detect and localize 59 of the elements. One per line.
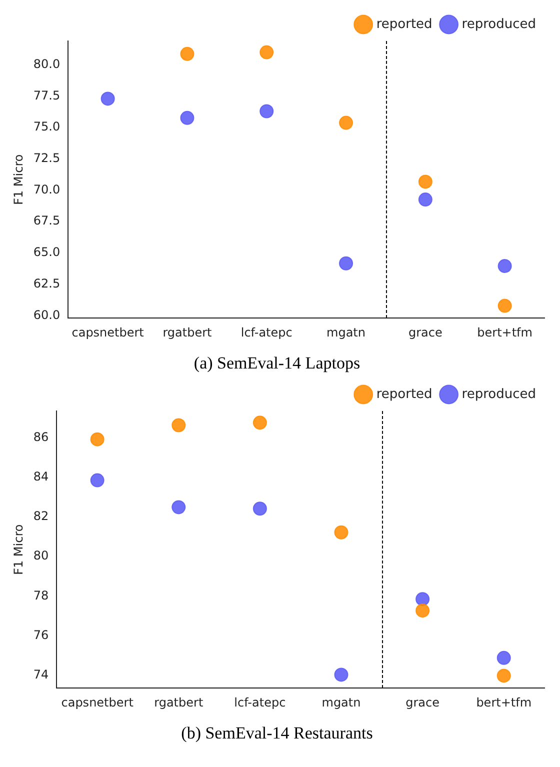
legend-label: reported <box>376 16 432 32</box>
y-axis-title: F1 Micro <box>11 154 26 205</box>
y-tick-label: 65.0 <box>33 245 60 260</box>
point <box>260 104 274 118</box>
legend-label: reported <box>376 386 432 402</box>
y-tick-label: 80 <box>33 548 49 563</box>
y-axis-title: F1 Micro <box>11 524 26 575</box>
point <box>172 418 186 432</box>
y-tick-label: 76 <box>33 628 49 642</box>
x-tick-label: lcf-atepc <box>234 696 286 710</box>
point <box>180 110 194 125</box>
point <box>90 473 104 488</box>
y-tick-label: 70.0 <box>33 182 60 196</box>
point <box>260 45 274 60</box>
y-tick-label: 80.0 <box>33 56 60 71</box>
x-tick-label: grace <box>408 326 442 340</box>
point <box>100 92 115 106</box>
y-tick-label: 84 <box>33 469 49 484</box>
x-tick-label: rgatbert <box>162 326 212 340</box>
y-tick-label: 60.0 <box>33 308 60 322</box>
x-tick-label: mgatn <box>322 696 361 710</box>
point <box>418 192 432 207</box>
legend-label: reproduced <box>462 16 536 32</box>
point <box>496 650 511 665</box>
x-tick-label: bert+tfm <box>476 696 532 710</box>
text: (b) SemEval-14 Restaurants <box>181 723 373 742</box>
point <box>334 668 348 682</box>
point <box>252 502 267 516</box>
x-tick-label: capsnetbert <box>72 326 144 340</box>
point <box>416 592 430 606</box>
point <box>90 432 104 446</box>
y-tick-label: 62.5 <box>33 276 60 290</box>
point <box>339 116 354 130</box>
point <box>418 174 432 189</box>
point <box>498 259 512 274</box>
x-tick-label: capsnetbert <box>61 696 134 710</box>
point <box>498 298 512 313</box>
x-tick-label: bert+tfm <box>477 326 532 340</box>
point <box>416 604 430 618</box>
y-tick-label: 78 <box>33 588 49 602</box>
y-tick-label: 67.5 <box>33 214 60 228</box>
x-tick-label: mgatn <box>326 326 366 340</box>
x-tick-label: grace <box>406 696 440 710</box>
y-tick-label: 82 <box>33 509 49 524</box>
point <box>334 525 348 540</box>
point <box>180 46 194 61</box>
y-tick-label: 77.5 <box>33 88 60 102</box>
x-tick-label: lcf-atepc <box>240 326 292 340</box>
point <box>252 416 267 430</box>
point <box>496 668 511 683</box>
x-tick-label: rgatbert <box>154 696 204 710</box>
point <box>172 500 186 514</box>
text: (a) SemEval-14 Laptops <box>194 353 360 372</box>
y-tick-label: 75.0 <box>33 120 60 134</box>
y-tick-label: 74 <box>33 667 49 682</box>
y-tick-label: 86 <box>33 430 49 444</box>
y-tick-label: 72.5 <box>33 151 60 166</box>
legend-label: reproduced <box>462 386 536 402</box>
point <box>339 256 354 270</box>
